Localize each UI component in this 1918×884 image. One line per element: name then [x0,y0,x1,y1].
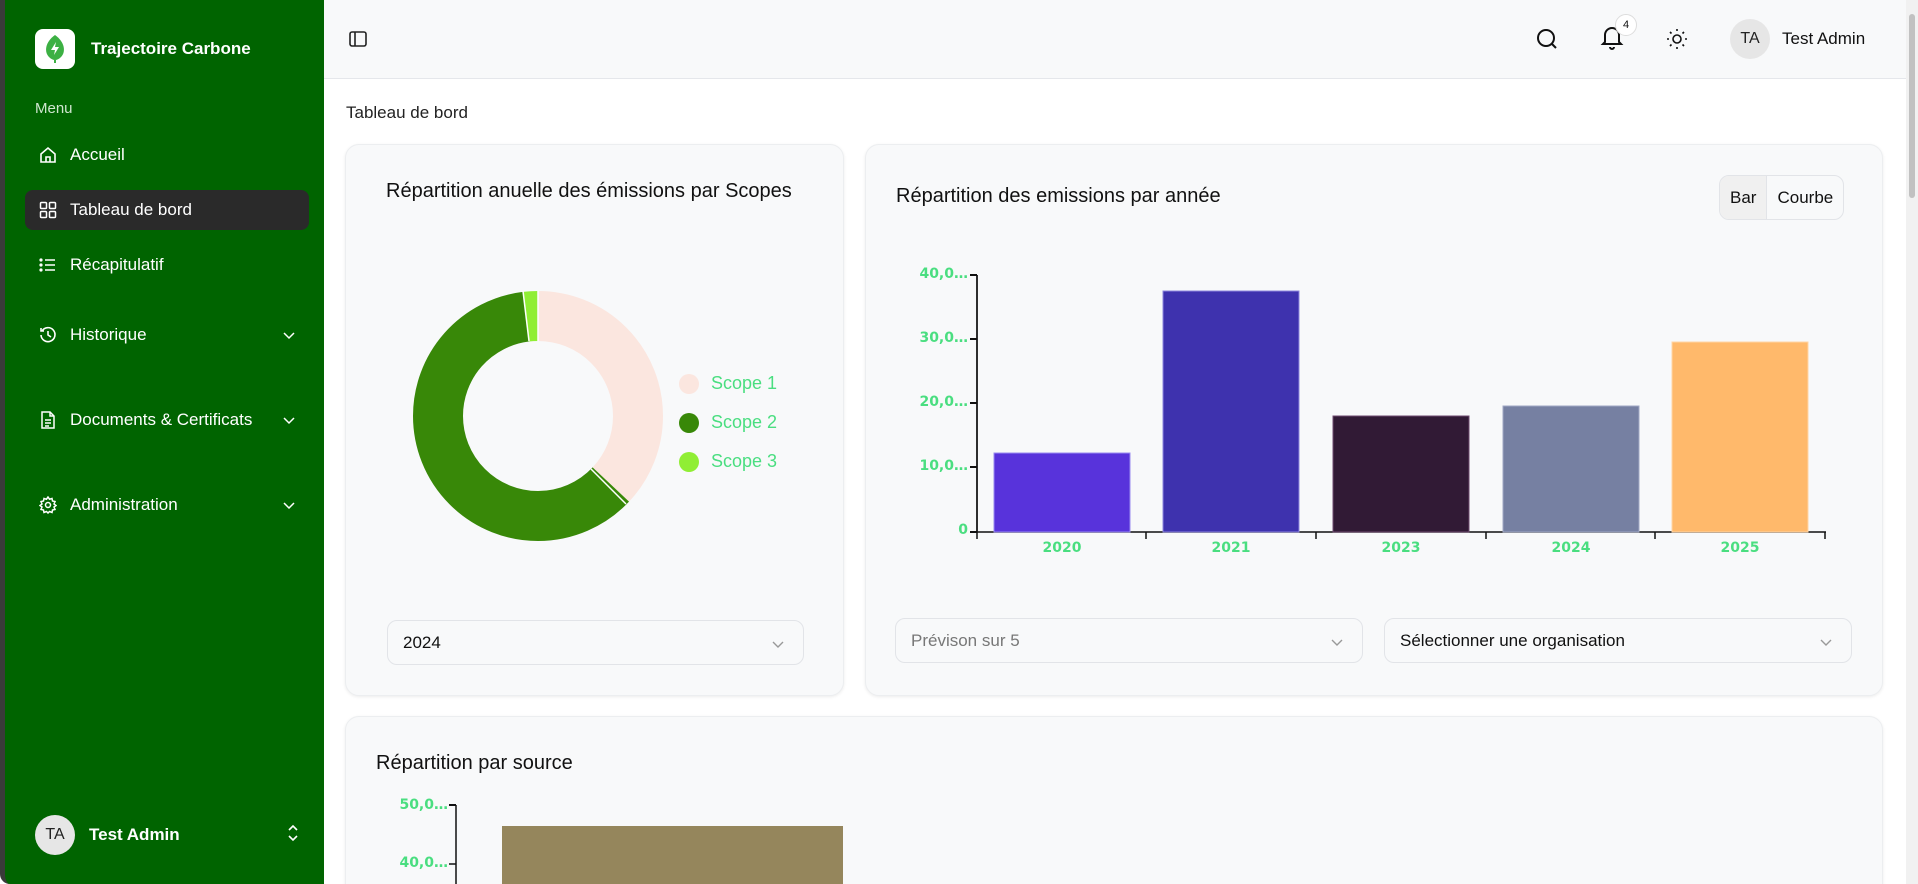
bar-toggle-button[interactable]: Bar [1720,176,1768,219]
chevron-down-icon [283,325,295,345]
brand-name: Trajectoire Carbone [91,39,251,58]
search-icon[interactable] [1534,26,1560,52]
y-tick-label: 40,0… [399,855,448,871]
legend-dot [679,451,699,472]
sidebar-item-historique[interactable]: Historique [25,315,309,355]
sidebar: Trajectoire Carbone Menu Accueil Tableau… [0,0,324,884]
legend-item-scope-1[interactable]: Scope 1 [679,364,777,403]
document-icon [38,410,58,430]
theme-toggle-sun-icon[interactable] [1664,26,1690,52]
yearly-bar-chart [976,275,978,531]
chevron-down-icon [1330,633,1344,653]
breadcrumb: Tableau de bord [346,103,468,122]
menu-section-label: Menu [35,100,73,117]
chevron-down-icon [1819,633,1833,653]
list-icon [38,255,58,275]
avatar: TA [35,815,75,855]
x-tick-label: 2025 [1720,540,1760,556]
legend-label: Scope 3 [711,451,778,471]
sidebar-user-name: Test Admin [89,825,180,844]
x-tick-label: 2021 [1211,540,1251,556]
sidebar-user-menu[interactable]: TA Test Admin [35,815,299,855]
legend-label: Scope 2 [711,412,778,432]
card-title: Répartition par source [376,752,573,774]
y-tick-label: 0 [958,522,968,538]
legend-item-scope-2[interactable]: Scope 2 [679,403,777,442]
sidebar-item-recapitulatif[interactable]: Récapitulatif [25,245,309,285]
sidebar-item-label: Documents & Certificats [70,410,253,429]
chevron-down-icon [771,635,785,655]
sidebar-item-label: Récapitulatif [70,255,164,274]
x-tick-label: 2024 [1551,540,1591,556]
y-tick-label: 20,0… [919,394,968,410]
card-title: Répartition anuelle des émissions par Sc… [386,180,792,202]
scopes-donut-card: Répartition anuelle des émissions par Sc… [345,144,844,696]
organisation-select[interactable]: Sélectionner une organisation [1384,618,1852,663]
y-tick-label: 50,0… [399,797,448,813]
sidebar-item-label: Historique [70,325,147,344]
y-tick-label: 40,0… [919,266,968,282]
sidebar-item-accueil[interactable]: Accueil [25,135,309,175]
source-breakdown-card: Répartition par source [345,716,1883,884]
legend-item-scope-3[interactable]: Scope 3 [679,442,777,481]
chevron-down-icon [283,410,295,430]
sidebar-item-label: Accueil [70,145,125,164]
brand[interactable]: Trajectoire Carbone [35,29,251,69]
year-select-value: 2024 [403,632,441,652]
card-title: Répartition des emissions par année [896,185,1221,207]
donut-slice-scope-2[interactable] [413,291,663,541]
x-tick-label: 2023 [1381,540,1421,556]
legend-dot [679,373,699,394]
sidebar-item-label: Tableau de bord [70,200,192,219]
forecast-select[interactable]: Prévison sur 5 [895,618,1363,663]
chart-type-toggle: Bar Courbe [1719,175,1845,220]
legend-dot [679,412,699,433]
year-select[interactable]: 2024 [387,620,804,665]
sidebar-item-tableau-de-bord[interactable]: Tableau de bord [25,190,309,230]
organisation-select-value: Sélectionner une organisation [1400,630,1625,650]
sidebar-item-administration[interactable]: Administration [25,485,309,525]
legend-label: Scope 1 [711,373,778,393]
history-icon [38,325,58,345]
page-scrollbar[interactable] [1906,0,1918,884]
header-user-name: Test Admin [1782,29,1866,48]
y-tick-label: 10,0… [919,458,968,474]
sidebar-toggle-icon[interactable] [348,29,368,49]
header-user-menu[interactable]: TA Test Admin [1730,19,1865,59]
donut-legend: Scope 1 Scope 2 Scope 3 [679,364,777,481]
grid-icon [38,200,58,220]
leaf-logo-icon [35,29,75,69]
y-tick-label: 30,0… [919,330,968,346]
avatar: TA [1730,19,1770,59]
x-tick-label: 2020 [1042,540,1082,556]
gear-icon [38,495,58,515]
scrollbar-thumb[interactable] [1909,14,1915,198]
sidebar-item-label: Administration [70,495,178,514]
notifications-button[interactable]: 4 [1599,14,1637,52]
home-icon [38,145,58,165]
forecast-select-placeholder: Prévison sur 5 [911,630,1020,650]
top-header: 4 TA Test Admin [324,0,1906,79]
notification-badge: 4 [1615,14,1637,36]
chevron-down-icon [283,495,295,515]
courbe-toggle-button[interactable]: Courbe [1777,187,1834,207]
scopes-donut-chart [413,290,663,541]
chevrons-up-down-icon [287,824,299,847]
sidebar-item-documents[interactable]: Documents & Certificats [25,400,309,440]
